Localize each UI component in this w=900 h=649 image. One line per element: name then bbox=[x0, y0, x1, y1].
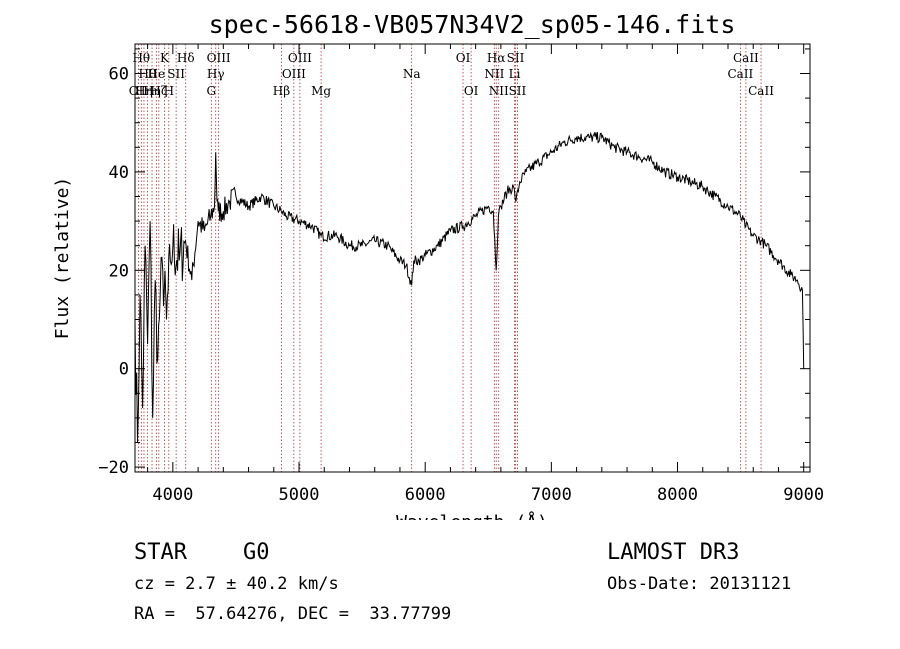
line-marker-label: SII bbox=[507, 51, 525, 65]
line-marker-label: Mg bbox=[311, 84, 331, 98]
line-marker-label: Li bbox=[509, 67, 521, 81]
line-marker-label: Hη bbox=[135, 84, 153, 98]
line-marker-label: H bbox=[164, 84, 174, 98]
x-tick-label: 5000 bbox=[279, 485, 320, 505]
observation-date: Obs-Date: 20131121 bbox=[607, 574, 792, 594]
line-marker-label: Hθ bbox=[139, 67, 157, 81]
line-marker-label: SII bbox=[167, 67, 185, 81]
line-marker-label: OIII bbox=[282, 67, 306, 81]
y-tick-label: 0 bbox=[119, 360, 129, 380]
line-marker-label: Hη bbox=[143, 84, 161, 98]
flux-series-line bbox=[134, 131, 805, 443]
x-tick-label: 6000 bbox=[405, 485, 446, 505]
redshift-value: cz = 2.7 ± 40.2 km/s bbox=[134, 574, 339, 594]
survey-name: LAMOST DR3 bbox=[607, 540, 740, 565]
x-tick-label: 8000 bbox=[657, 485, 698, 505]
line-marker-label: Na bbox=[403, 67, 421, 81]
x-tick-label: 9000 bbox=[783, 485, 824, 505]
line-marker-label: K bbox=[160, 51, 170, 65]
line-marker-label: Hζ bbox=[150, 84, 167, 98]
line-marker-label: CaII bbox=[733, 51, 759, 65]
line-marker-label: Hα bbox=[487, 51, 506, 65]
line-marker-label: Hβ bbox=[273, 84, 290, 98]
line-marker-label: NII bbox=[484, 67, 504, 81]
line-marker-label: SII bbox=[509, 84, 527, 98]
y-tick-label: 40 bbox=[109, 163, 129, 183]
line-marker-label: CaII bbox=[727, 67, 753, 81]
line-marker-label: Hγ bbox=[207, 67, 225, 81]
line-marker-label: G bbox=[207, 84, 217, 98]
line-marker-label: OII bbox=[129, 84, 149, 98]
x-tick-label: 7000 bbox=[531, 485, 572, 505]
line-marker-label: OIII bbox=[207, 51, 231, 65]
axis-ticks bbox=[135, 44, 810, 472]
y-tick-label: −20 bbox=[98, 458, 129, 478]
y-tick-label: 20 bbox=[109, 261, 129, 281]
line-marker-label: Hδ bbox=[177, 51, 195, 65]
line-marker-label: OI bbox=[464, 84, 479, 98]
object-class: STAR bbox=[134, 540, 187, 565]
y-axis-label: Flux (relative) bbox=[52, 177, 73, 340]
spectrum-chart: OII Hθ Hη Hθ Hη He Hζ K H SII Hδ G Hγ OIII Hβ OIII OIII M… bbox=[52, 10, 824, 520]
spectral-subclass: G0 bbox=[243, 540, 270, 565]
x-axis-label: Wavelength (Å) bbox=[396, 511, 548, 520]
line-marker-labels: OII Hθ Hη Hθ Hη He Hζ K H SII Hδ G Hγ OIII Hβ OIII OIII M… bbox=[129, 51, 774, 98]
line-marker-label: CaII bbox=[748, 84, 774, 98]
chart-title: spec-56618-VB057N34V2_sp05-146.fits bbox=[209, 10, 736, 39]
sky-coordinates: RA = 57.64276, DEC = 33.77799 bbox=[134, 604, 452, 624]
x-tick-label: 4000 bbox=[152, 485, 193, 505]
line-markers bbox=[138, 44, 762, 472]
line-marker-label: NII bbox=[489, 84, 509, 98]
line-marker-label: OI bbox=[456, 51, 471, 65]
line-marker-label: OIII bbox=[288, 51, 312, 65]
line-marker-label: He bbox=[148, 67, 166, 81]
axis-tick-labels: 4000 5000 6000 7000 8000 9000 −20 0 20 40 60 bbox=[98, 65, 824, 505]
plot-frame bbox=[134, 43, 811, 473]
line-marker-label: Hθ bbox=[132, 51, 150, 65]
y-tick-label: 60 bbox=[109, 65, 129, 85]
